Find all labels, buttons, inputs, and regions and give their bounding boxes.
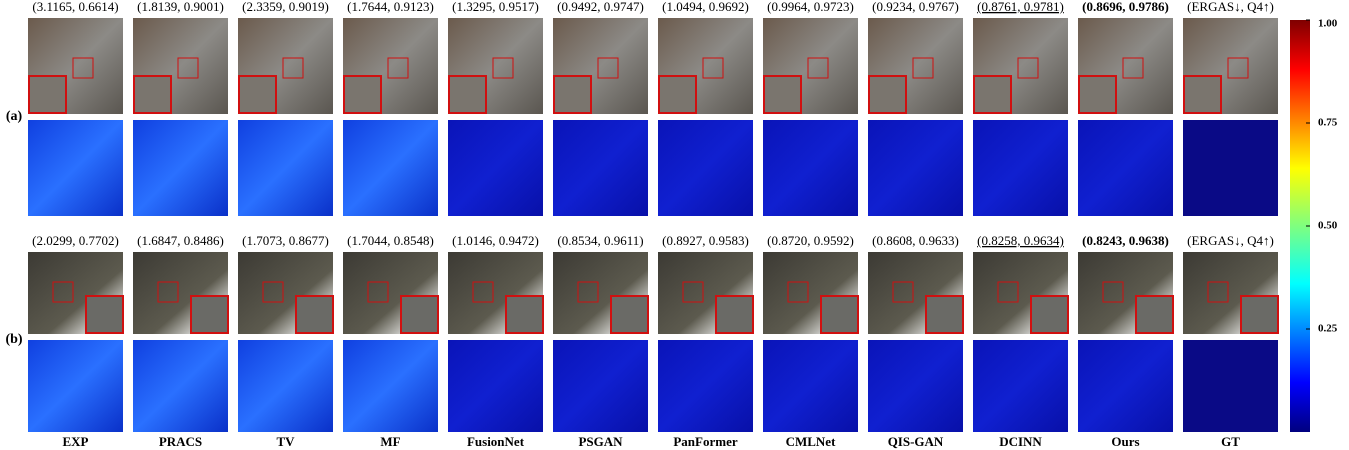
method-label: CMLNet	[786, 434, 836, 449]
error-map	[868, 340, 963, 432]
colorbar-tick-label: 0.75	[1318, 117, 1338, 129]
metric-label: (0.8608, 0.9633)	[872, 233, 959, 248]
metric-label: (2.0299, 0.7702)	[32, 233, 119, 248]
error-map	[553, 120, 648, 216]
zoom-inset	[926, 296, 963, 333]
error-map	[28, 120, 123, 216]
error-map	[658, 120, 753, 216]
error-map	[448, 120, 543, 216]
zoom-inset	[869, 76, 906, 113]
zoom-inset	[1031, 296, 1068, 333]
zoom-inset	[191, 296, 228, 333]
metric-label: (0.8534, 0.9611)	[557, 233, 643, 248]
error-map	[763, 120, 858, 216]
metric-label: (0.8927, 0.9583)	[662, 233, 749, 248]
metric-label: (1.0494, 0.9692)	[662, 0, 749, 14]
zoom-inset	[506, 296, 543, 333]
metric-label: (1.7073, 0.8677)	[242, 233, 329, 248]
zoom-inset	[611, 296, 648, 333]
method-label: PSGAN	[578, 434, 623, 449]
error-map	[133, 120, 228, 216]
zoom-inset	[974, 76, 1011, 113]
method-label: FusionNet	[467, 434, 525, 449]
colorbar-tick-label: 0.50	[1318, 220, 1338, 232]
error-map	[133, 340, 228, 432]
error-map	[343, 340, 438, 432]
metric-label: (1.0146, 0.9472)	[452, 233, 539, 248]
zoom-inset	[1184, 76, 1221, 113]
metric-label: (1.7044, 0.8548)	[347, 233, 434, 248]
method-label: QIS-GAN	[888, 434, 944, 449]
metric-label: (1.6847, 0.8486)	[137, 233, 224, 248]
zoom-inset	[716, 296, 753, 333]
method-label: TV	[276, 434, 295, 449]
metric-label: (2.3359, 0.9019)	[242, 0, 329, 14]
zoom-inset	[1079, 76, 1116, 113]
method-label: PRACS	[159, 434, 202, 449]
zoom-inset	[764, 76, 801, 113]
metric-label: (0.8720, 0.9592)	[767, 233, 854, 248]
metric-label: (1.3295, 0.9517)	[452, 0, 539, 14]
zoom-inset	[449, 76, 486, 113]
zoom-inset	[554, 76, 591, 113]
panel-label: (b)	[5, 332, 22, 347]
metric-label: (ERGAS↓, Q4↑)	[1187, 233, 1274, 248]
error-map	[238, 120, 333, 216]
zoom-inset	[86, 296, 123, 333]
zoom-inset	[401, 296, 438, 333]
error-map	[1183, 340, 1278, 432]
zoom-inset	[821, 296, 858, 333]
metric-label: (0.9964, 0.9723)	[767, 0, 854, 14]
method-label: GT	[1221, 434, 1240, 449]
zoom-inset	[659, 76, 696, 113]
colorbar-tick-label: 1.00	[1318, 18, 1338, 30]
zoom-inset	[1136, 296, 1173, 333]
metric-label: (ERGAS↓, Q4↑)	[1187, 0, 1274, 14]
error-map	[1078, 120, 1173, 216]
metric-label: (0.8258, 0.9634)	[977, 233, 1064, 248]
colorbar-tick-label: 0.25	[1318, 323, 1338, 335]
error-map	[763, 340, 858, 432]
error-map	[28, 340, 123, 432]
zoom-inset	[344, 76, 381, 113]
method-label: PanFormer	[673, 434, 737, 449]
metric-label: (3.1165, 0.6614)	[32, 0, 118, 14]
metric-label: (0.9492, 0.9747)	[557, 0, 644, 14]
error-map	[553, 340, 648, 432]
error-map	[1183, 120, 1278, 216]
zoom-inset	[29, 76, 66, 113]
method-label: Ours	[1111, 434, 1139, 449]
error-map	[343, 120, 438, 216]
error-map	[973, 340, 1068, 432]
error-map	[658, 340, 753, 432]
metric-label: (1.8139, 0.9001)	[137, 0, 224, 14]
zoom-inset	[134, 76, 171, 113]
zoom-inset	[1241, 296, 1278, 333]
method-label: MF	[380, 434, 400, 449]
metric-label: (0.9234, 0.9767)	[872, 0, 959, 14]
zoom-inset	[296, 296, 333, 333]
zoom-inset	[239, 76, 276, 113]
method-label: EXP	[63, 434, 89, 449]
error-map	[973, 120, 1068, 216]
figure: (a) (3.1165, 0.6614) (1.8139, 0.9001) (2.33…	[0, 0, 1349, 450]
error-map	[868, 120, 963, 216]
metric-label: (0.8243, 0.9638)	[1082, 233, 1169, 248]
error-map	[238, 340, 333, 432]
metric-label: (0.8696, 0.9786)	[1082, 0, 1169, 14]
metric-label: (1.7644, 0.9123)	[347, 0, 434, 14]
error-map	[448, 340, 543, 432]
error-map	[1078, 340, 1173, 432]
panel-label: (a)	[6, 109, 23, 124]
metric-label: (0.8761, 0.9781)	[977, 0, 1064, 14]
method-label: DCINN	[999, 434, 1042, 449]
